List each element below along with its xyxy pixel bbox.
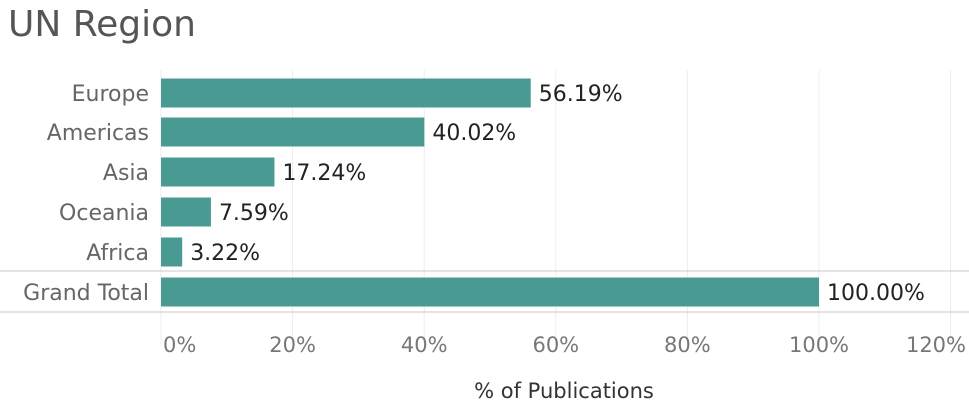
value-label: 100.00% [827,281,925,306]
x-tick-label: 120% [906,333,966,357]
x-tick-label: 100% [789,333,849,357]
x-tick-label: 20% [269,333,316,357]
x-tick-label: 40% [401,333,448,357]
value-label: 3.22% [190,241,260,266]
x-tick-label: 0% [163,333,196,357]
bar-asia [161,157,275,187]
bars [161,78,819,307]
value-label: 7.59% [219,201,289,226]
value-label: 56.19% [539,82,623,107]
labels: Europe 56.19% Americas 40.02% Asia 17.24% Ocea… [23,82,966,357]
category-label: Europe [72,82,149,107]
category-label: Asia [103,161,149,186]
x-tick-label: 80% [664,333,711,357]
value-label: 40.02% [432,121,516,146]
value-label: 17.24% [282,161,366,186]
gridlines [0,70,969,345]
chart-title: UN Region [8,4,196,45]
category-label: Grand Total [23,281,149,306]
bar-oceania [161,197,211,227]
x-axis-label: % of Publications [474,379,654,403]
bar-europe [161,78,531,108]
x-tick-label: 60% [532,333,579,357]
category-label: Oceania [59,201,149,226]
bar-africa [161,237,183,267]
bar-americas [161,117,425,147]
category-label: Africa [86,241,149,266]
bar-grand-total [161,277,819,307]
category-label: Americas [47,121,149,146]
